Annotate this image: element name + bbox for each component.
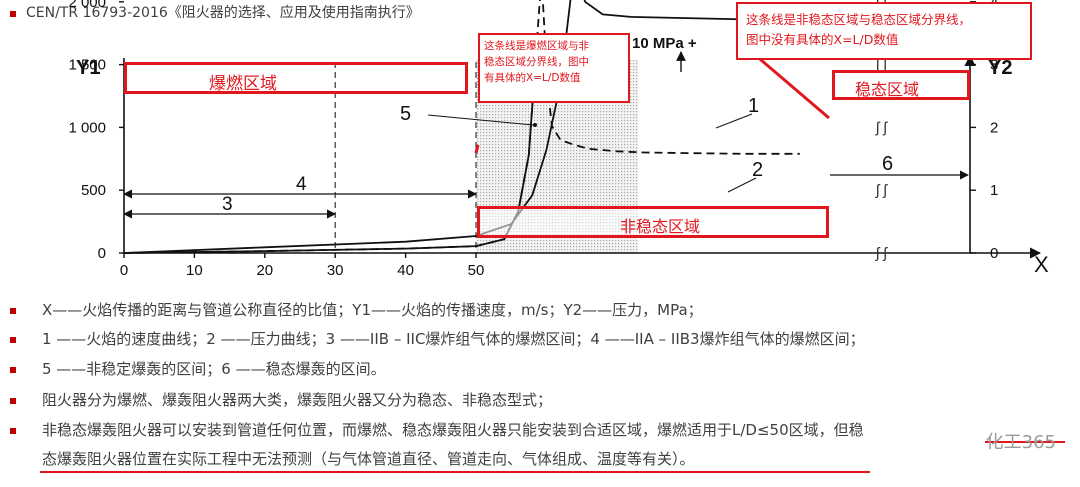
deflagration-boundary-marker [474, 144, 480, 154]
pressure-label: 10 MPa + [632, 35, 697, 52]
y1-tick-label: 0 [98, 245, 106, 262]
callout-left: 这条线是爆燃区域与非 稳态区域分界线，图中 有具体的X=L/D数值 [478, 33, 630, 103]
bullet-marker [10, 337, 16, 343]
note-line: 阻火器分为爆燃、爆轰阻火器两大类，爆轰阻火器又分为稳态、非稳态型式； [42, 391, 553, 409]
note-line: 1 ——火焰的速度曲线；2 ——压力曲线；3 ——IIB – IIC爆炸组气体的… [42, 330, 865, 348]
x-tick-label: 10 [186, 262, 203, 279]
leader-line-5 [427, 114, 534, 126]
range-label-3: 3 [222, 194, 233, 215]
red-underline [40, 471, 870, 473]
axis-break-icon: ʃ ʃ [875, 57, 889, 74]
red-underline [985, 441, 1065, 443]
callout-left-line: 这条线是爆燃区域与非 [484, 40, 589, 52]
range-label-5: 5 [400, 103, 411, 125]
leader-line-1 [715, 113, 753, 129]
bullet-marker [10, 398, 16, 404]
callout-left-line: 稳态区域分界线，图中 [484, 56, 589, 68]
y1-tick-label: 1 000 [68, 119, 106, 136]
y1-tick-label: 2 000 [68, 0, 106, 11]
axis-break-icon: ʃ ʃ [875, 182, 889, 199]
axis-break-icon: ʃ ʃ [875, 119, 889, 136]
x-tick-label: 50 [468, 262, 485, 279]
y1-axis-label: Y1 [76, 57, 100, 79]
range-label-4: 4 [296, 174, 307, 195]
x-tick-label: 30 [327, 262, 344, 279]
y2-tick-label: 3 [990, 57, 998, 74]
unstable-region-label: 非稳态区域 [620, 217, 701, 236]
bullet-marker [10, 367, 16, 373]
y2-tick-label: 1 [990, 182, 998, 199]
range-label-6: 6 [882, 153, 893, 175]
deflagration-region-box: 爆燃区域 [124, 62, 468, 94]
x-tick-label: 20 [256, 262, 273, 279]
x-tick-label: 0 [120, 262, 128, 279]
callout-left-line: 有具体的X=L/D数值 [484, 72, 581, 84]
x-axis-label: X [1034, 252, 1049, 277]
unstable-region-box: 非稳态区域 [477, 206, 829, 238]
callout-right-line: 这条线是非稳态区域与稳态区域分界线， [746, 12, 972, 27]
y1-tick-label: 1 500 [68, 57, 106, 74]
axis-break-icon: ʃ ʃ [875, 245, 889, 262]
watermark: 化工365 [985, 432, 1056, 453]
series-label-2: 2 [752, 159, 763, 181]
note-line: 非稳态爆轰阻火器可以安装到管道任何位置，而爆燃、稳态爆轰阻火器只能安装到合适区域… [42, 421, 864, 439]
bullet-marker [10, 428, 16, 434]
stable-region-label: 稳态区域 [855, 80, 920, 99]
series-label-1: 1 [748, 95, 759, 117]
leader-line-2 [727, 177, 757, 193]
note-line: 5 ——非稳定爆轰的区间；6 ——稳态爆轰的区间。 [42, 360, 386, 378]
bullet-marker [10, 308, 16, 314]
stable-region-box: 稳态区域 [832, 70, 970, 100]
x-tick-label: 40 [397, 262, 414, 279]
note-line: 态爆轰阻火器位置在实际工程中无法预测（与气体管道直径、管道走向、气体组成、温度等… [42, 450, 695, 468]
deflagration-region-label: 爆燃区域 [209, 74, 277, 94]
y2-tick-label: 0 [990, 245, 998, 262]
callout-right-line: 图中没有具体的X=L/D数值 [746, 32, 899, 47]
y1-tick-label: 500 [81, 182, 106, 199]
leader-dot-5 [533, 123, 537, 127]
y2-tick-label: 2 [990, 119, 998, 136]
bullet-marker [10, 11, 16, 17]
series-line-2-solid [123, 57, 537, 254]
slide-header: CEN/TR 16793-2016《阻火器的选择、应用及使用指南执行》 [26, 5, 420, 21]
callout-right: 这条线是非稳态区域与稳态区域分界线， 图中没有具体的X=L/D数值 [736, 2, 1032, 60]
note-line: X——火焰传播的距离与管道公称直径的比值；Y1——火焰的传播速度，m/s；Y2—… [42, 301, 703, 319]
y2-axis-label: Y2 [988, 57, 1012, 79]
